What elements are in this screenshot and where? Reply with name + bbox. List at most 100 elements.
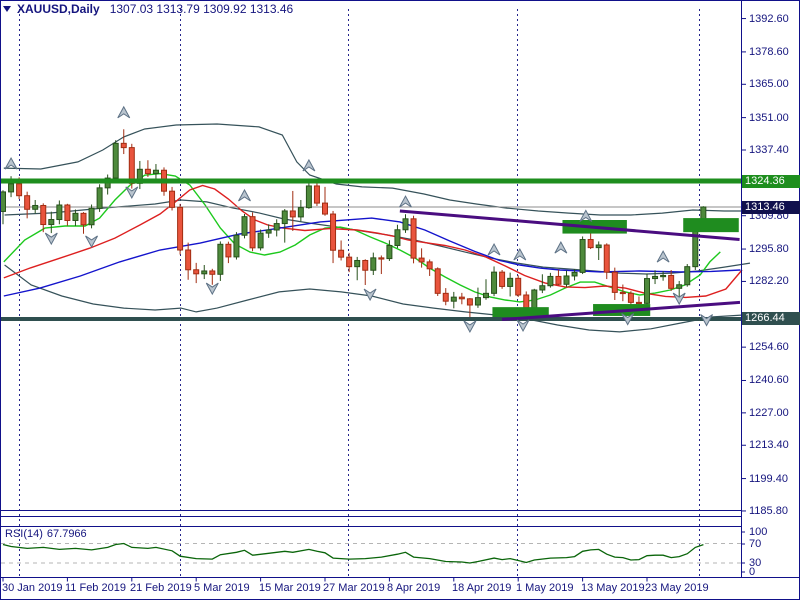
candle-body xyxy=(64,204,71,221)
fractal-down-arrow-icon xyxy=(363,288,377,302)
candlesticks-layer xyxy=(0,129,707,321)
candle-body xyxy=(660,274,667,278)
fractal-arrows-layer xyxy=(4,105,714,333)
date-tick-label: 27 Mar 2019 xyxy=(323,582,385,594)
price-tick-label: 1282.20 xyxy=(749,275,789,287)
candle-body xyxy=(547,275,554,287)
candle-body xyxy=(257,232,264,249)
candle-body xyxy=(120,142,127,149)
rsi-name: RSI(14) xyxy=(5,528,43,540)
candle-body xyxy=(177,206,184,251)
candle-body xyxy=(539,285,546,291)
candle-body xyxy=(16,183,23,197)
candle-body xyxy=(627,292,634,303)
price-tick-label: 1254.60 xyxy=(749,341,789,353)
candle-body xyxy=(531,289,538,311)
candle-body xyxy=(338,249,345,258)
moving-averages-layer xyxy=(3,172,743,303)
candle-body xyxy=(619,291,626,295)
candle-body xyxy=(24,195,31,210)
fractal-down-arrow-icon xyxy=(85,235,98,248)
candle-body xyxy=(595,244,602,249)
candle-body xyxy=(563,275,570,285)
fractal-down-arrow-icon xyxy=(700,314,714,327)
ma-slow-blue xyxy=(3,217,741,297)
month-separators-layer xyxy=(19,9,700,578)
candle-body xyxy=(515,277,522,296)
price-badge: 1266.44 xyxy=(742,312,800,325)
date-tick-label: 21 Feb 2019 xyxy=(130,582,192,594)
fractal-down-arrow-icon xyxy=(463,320,477,333)
fractal-down-arrow-icon xyxy=(621,313,635,326)
candle-body xyxy=(442,292,449,302)
price-tick-label: 1240.60 xyxy=(749,374,789,386)
collapse-indicator-icon[interactable] xyxy=(3,6,11,12)
candle-body xyxy=(281,210,288,225)
supply-zone xyxy=(683,218,739,233)
candle-body xyxy=(579,239,586,273)
date-tick-label: 5 Mar 2019 xyxy=(194,582,250,594)
price-tick-label: 1295.80 xyxy=(749,243,789,255)
fractal-down-arrow-icon xyxy=(205,282,219,296)
candle-body xyxy=(112,142,119,179)
candle-body xyxy=(32,204,39,210)
date-tick-label: 30 Jan 2019 xyxy=(2,582,63,594)
candle-body xyxy=(48,219,55,226)
rsi-indicator-label: RSI(14) 67.7966 xyxy=(5,528,87,540)
price-badge: 1313.46 xyxy=(742,201,800,214)
candle-body xyxy=(394,229,401,246)
candle-body xyxy=(611,271,618,293)
candle-body xyxy=(217,243,224,275)
candle-body xyxy=(305,185,312,209)
fractal-up-arrow-icon xyxy=(238,188,251,202)
price-tick-label: 1213.40 xyxy=(749,439,789,451)
candle-body xyxy=(249,216,256,249)
candle-body xyxy=(587,239,594,249)
candle-body xyxy=(193,269,200,275)
fractal-up-arrow-icon xyxy=(513,247,527,261)
ohlc-values-label: 1307.03 1313.79 1309.92 1313.46 xyxy=(109,2,294,16)
candle-body xyxy=(322,202,328,215)
candle-body xyxy=(450,296,457,302)
rsi-scale-label: 30 xyxy=(749,557,762,569)
fractal-down-arrow-icon xyxy=(125,186,139,199)
candle-body xyxy=(265,229,272,234)
zones-layer xyxy=(492,218,739,319)
chart-title-bar: XAUUSD,Daily 1307.03 1313.79 1309.92 131… xyxy=(3,2,293,16)
date-tick-label: 18 Apr 2019 xyxy=(452,582,512,594)
candle-body xyxy=(8,183,15,193)
fractal-up-arrow-icon xyxy=(4,157,18,170)
candle-body xyxy=(483,292,489,299)
candle-body xyxy=(386,244,393,260)
candle-body xyxy=(402,218,409,231)
candle-body xyxy=(225,243,232,258)
candle-body xyxy=(128,147,135,184)
candle-body xyxy=(458,296,465,300)
candle-body xyxy=(96,187,103,209)
price-tick-label: 1392.60 xyxy=(749,13,789,25)
date-tick-label: 11 Feb 2019 xyxy=(65,582,126,594)
fractal-up-arrow-icon xyxy=(656,250,670,263)
candle-body xyxy=(378,257,385,260)
candle-body xyxy=(201,270,208,275)
candle-body xyxy=(474,297,481,306)
date-tick-label: 13 May 2019 xyxy=(581,582,645,594)
candle-body xyxy=(40,204,47,226)
candle-body xyxy=(644,278,650,304)
candle-body xyxy=(684,266,691,286)
fractal-up-arrow-icon xyxy=(579,209,593,222)
candle-body xyxy=(370,257,377,271)
ma-mid-red xyxy=(3,184,743,299)
price-tick-label: 1185.80 xyxy=(749,505,788,517)
date-tick-label: 15 Mar 2019 xyxy=(259,582,321,594)
candle-body xyxy=(426,261,433,270)
fractal-down-arrow-icon xyxy=(672,292,686,306)
bollinger-upper-band xyxy=(3,123,750,216)
candle-body xyxy=(152,169,159,175)
price-tick-label: 1378.60 xyxy=(749,46,789,58)
candle-body xyxy=(692,225,699,268)
candle-body xyxy=(209,270,216,275)
candle-body xyxy=(603,244,610,273)
